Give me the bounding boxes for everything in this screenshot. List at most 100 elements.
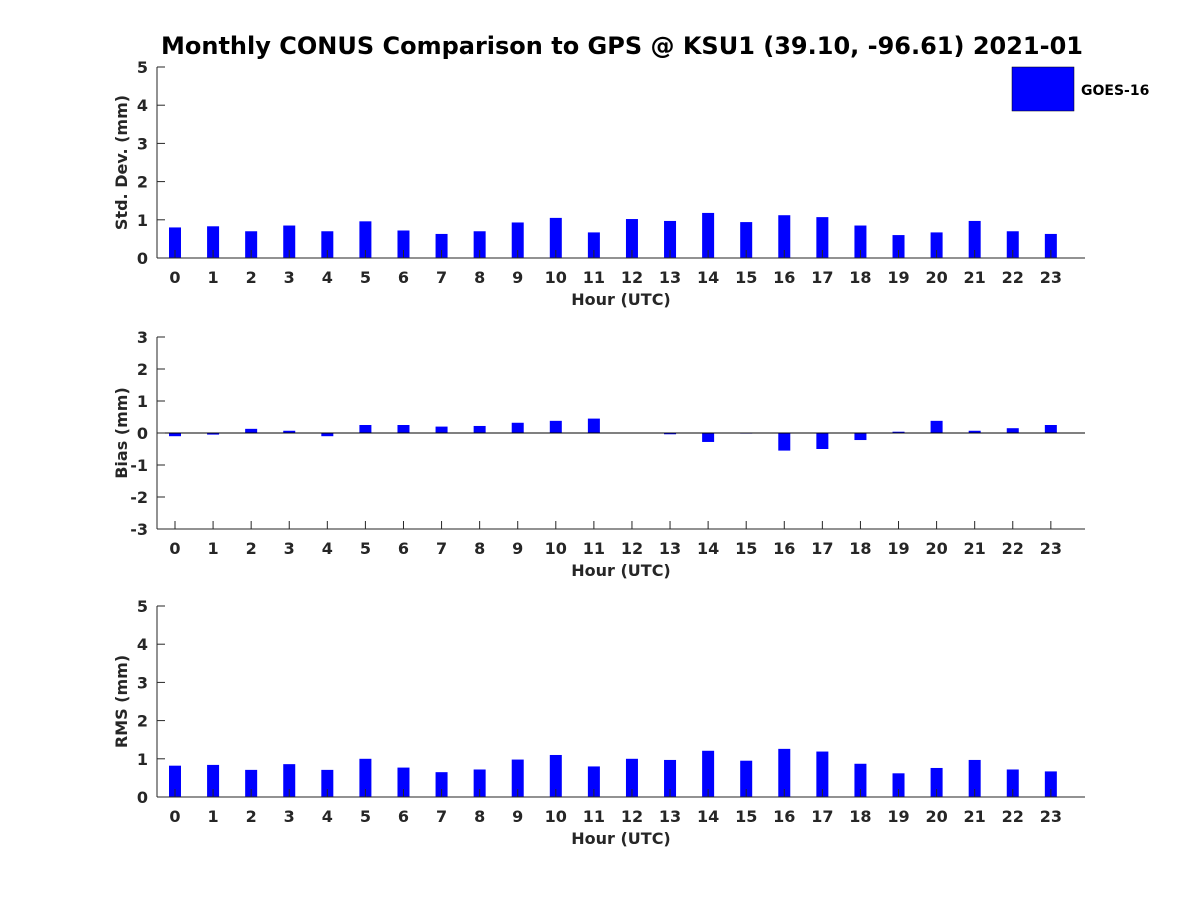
bar-std-1 bbox=[207, 226, 220, 258]
bar-rms-1 bbox=[207, 764, 220, 797]
x-tick-label: 5 bbox=[360, 807, 371, 826]
x-tick-label: 10 bbox=[545, 807, 567, 826]
x-tick-label: 21 bbox=[964, 268, 986, 287]
bar-bias-4 bbox=[321, 433, 334, 437]
y-axis-label: Bias (mm) bbox=[112, 387, 131, 479]
y-tick-label: 3 bbox=[137, 328, 148, 347]
bar-std-14 bbox=[702, 212, 715, 258]
x-tick-label: 18 bbox=[849, 268, 871, 287]
bar-rms-22 bbox=[1006, 769, 1019, 797]
bar-rms-0 bbox=[169, 765, 181, 797]
bar-bias-17 bbox=[816, 433, 829, 449]
x-tick-label: 22 bbox=[1002, 807, 1024, 826]
bar-std-13 bbox=[664, 220, 677, 258]
y-tick-label: 2 bbox=[137, 173, 148, 192]
x-tick-label: 12 bbox=[621, 539, 643, 558]
x-tick-label: 22 bbox=[1002, 539, 1024, 558]
y-tick-label: 1 bbox=[137, 211, 148, 230]
x-tick-label: 23 bbox=[1040, 807, 1062, 826]
x-tick-label: 10 bbox=[545, 268, 567, 287]
bar-rms-8 bbox=[473, 769, 486, 797]
bar-rms-12 bbox=[625, 758, 638, 797]
x-tick-label: 10 bbox=[545, 539, 567, 558]
x-tick-label: 22 bbox=[1002, 268, 1024, 287]
x-tick-label: 15 bbox=[735, 539, 757, 558]
y-tick-label: -2 bbox=[130, 488, 148, 507]
x-tick-label: 2 bbox=[246, 807, 257, 826]
bar-bias-21 bbox=[968, 430, 981, 433]
bar-bias-22 bbox=[1006, 428, 1019, 433]
bar-bias-6 bbox=[397, 425, 410, 433]
bar-rms-18 bbox=[854, 763, 867, 797]
bar-bias-5 bbox=[359, 425, 372, 433]
bar-bias-1 bbox=[207, 433, 220, 435]
x-tick-label: 1 bbox=[208, 539, 219, 558]
x-tick-label: 8 bbox=[474, 539, 485, 558]
x-tick-label: 11 bbox=[583, 268, 605, 287]
bar-bias-18 bbox=[854, 433, 867, 441]
x-tick-label: 6 bbox=[398, 539, 409, 558]
bar-std-7 bbox=[435, 233, 448, 258]
bar-std-10 bbox=[549, 217, 562, 258]
bar-std-21 bbox=[968, 220, 981, 258]
y-tick-label: 4 bbox=[137, 635, 148, 654]
x-axis-label: Hour (UTC) bbox=[571, 561, 671, 580]
x-axis-label: Hour (UTC) bbox=[571, 290, 671, 309]
x-tick-label: 7 bbox=[436, 539, 447, 558]
bar-rms-23 bbox=[1044, 771, 1057, 797]
x-tick-label: 5 bbox=[360, 268, 371, 287]
x-tick-label: 23 bbox=[1040, 539, 1062, 558]
bar-bias-2 bbox=[245, 428, 258, 433]
y-tick-label: 5 bbox=[137, 58, 148, 77]
x-tick-label: 13 bbox=[659, 268, 681, 287]
bar-std-17 bbox=[816, 217, 829, 258]
bar-bias-9 bbox=[511, 422, 524, 433]
y-tick-label: -3 bbox=[130, 520, 148, 539]
x-tick-label: 15 bbox=[735, 268, 757, 287]
bar-bias-3 bbox=[283, 430, 296, 433]
x-tick-label: 8 bbox=[474, 807, 485, 826]
x-tick-label: 12 bbox=[621, 268, 643, 287]
bar-rms-15 bbox=[740, 760, 753, 797]
y-tick-label: 0 bbox=[137, 424, 148, 443]
bar-bias-8 bbox=[473, 425, 486, 433]
x-tick-label: 3 bbox=[284, 807, 295, 826]
bar-rms-10 bbox=[549, 754, 562, 797]
legend-swatch bbox=[1011, 66, 1075, 112]
bar-rms-5 bbox=[359, 758, 372, 797]
x-axis-label: Hour (UTC) bbox=[571, 829, 671, 848]
x-tick-label: 3 bbox=[284, 268, 295, 287]
x-tick-label: 0 bbox=[169, 268, 180, 287]
x-tick-label: 7 bbox=[436, 268, 447, 287]
bar-std-6 bbox=[397, 230, 410, 258]
bar-std-15 bbox=[740, 222, 753, 258]
x-tick-label: 19 bbox=[887, 807, 909, 826]
bar-rms-2 bbox=[245, 769, 258, 797]
x-tick-label: 13 bbox=[659, 539, 681, 558]
x-tick-label: 15 bbox=[735, 807, 757, 826]
bar-bias-16 bbox=[778, 433, 791, 451]
bar-rms-16 bbox=[778, 748, 791, 797]
bar-bias-10 bbox=[549, 420, 562, 433]
x-tick-label: 23 bbox=[1040, 268, 1062, 287]
x-tick-label: 20 bbox=[925, 539, 947, 558]
x-tick-label: 18 bbox=[849, 807, 871, 826]
bar-std-4 bbox=[321, 231, 334, 258]
bar-std-12 bbox=[625, 219, 638, 258]
bar-rms-14 bbox=[702, 750, 715, 797]
y-tick-label: 3 bbox=[137, 673, 148, 692]
x-tick-label: 14 bbox=[697, 268, 719, 287]
x-tick-label: 11 bbox=[583, 807, 605, 826]
x-tick-label: 13 bbox=[659, 807, 681, 826]
bar-rms-6 bbox=[397, 767, 410, 797]
bar-rms-7 bbox=[435, 772, 448, 797]
bar-rms-21 bbox=[968, 759, 981, 797]
bar-std-22 bbox=[1006, 231, 1019, 258]
legend: GOES-16 bbox=[1011, 66, 1149, 112]
x-tick-label: 19 bbox=[887, 268, 909, 287]
x-tick-label: 8 bbox=[474, 268, 485, 287]
bar-rms-19 bbox=[892, 773, 905, 797]
x-tick-label: 6 bbox=[398, 807, 409, 826]
bar-std-16 bbox=[778, 215, 791, 258]
